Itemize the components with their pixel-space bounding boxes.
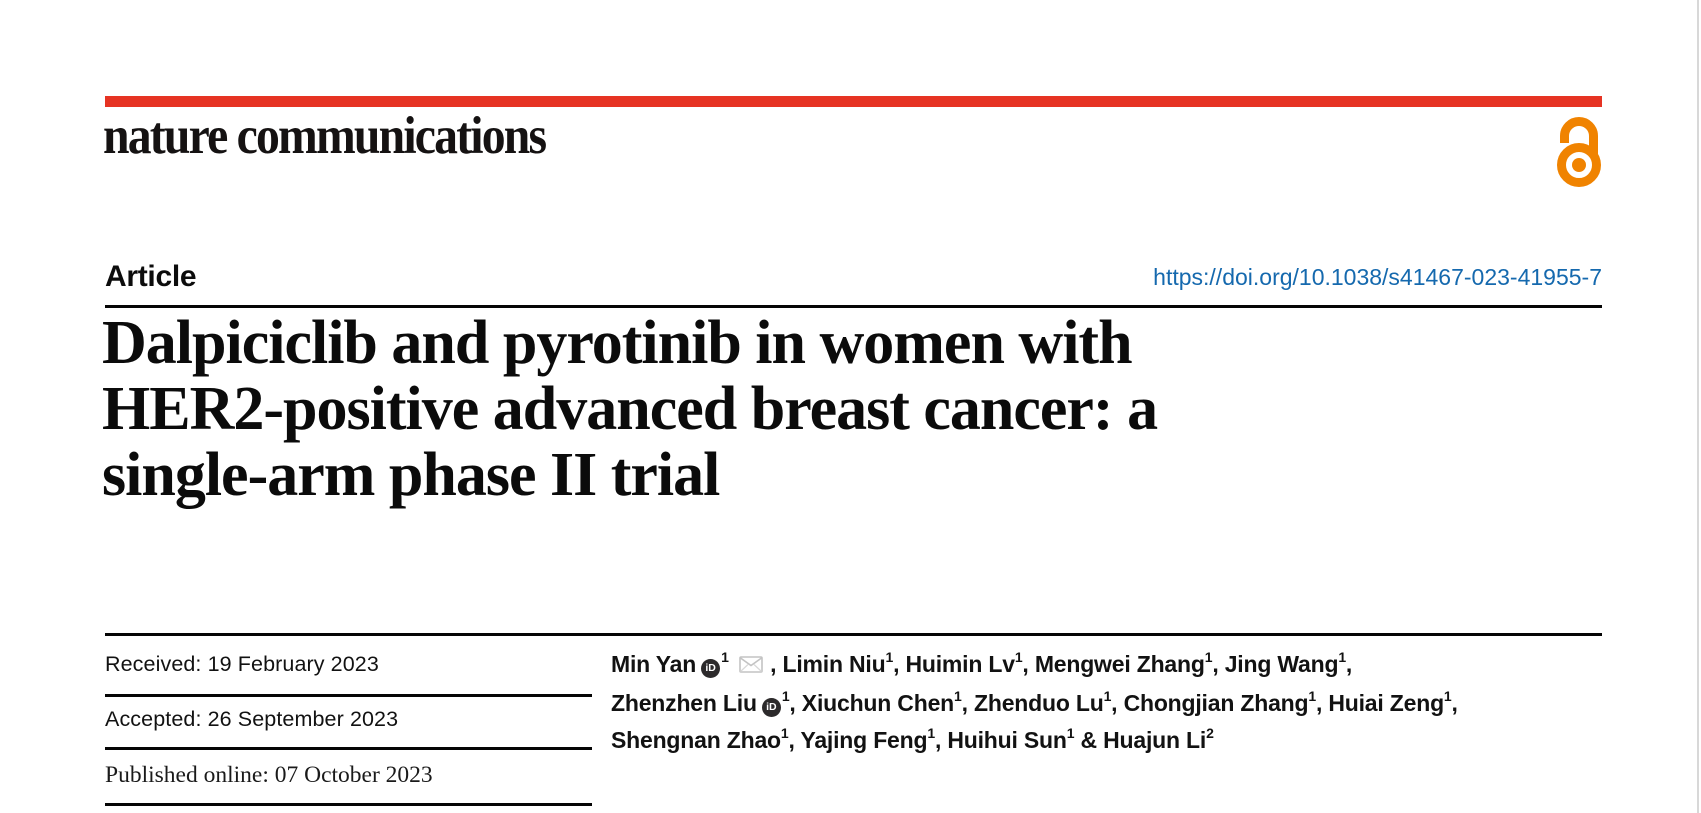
author-name: Xiuchun Chen [801, 689, 955, 716]
author-name: Huimin Lv [905, 651, 1015, 677]
email-icon[interactable] [739, 647, 763, 685]
affiliation-superscript: 1 [1014, 649, 1023, 666]
author-name: Chongjian Zhang [1123, 689, 1309, 716]
author-name: Jing Wang [1224, 651, 1339, 677]
author-name: Zhenduo Lu [974, 689, 1104, 716]
affiliation-superscript: 1 [954, 687, 962, 704]
title-line-2: HER2-positive advanced breast cancer: a [102, 375, 1158, 443]
open-access-icon [1556, 112, 1602, 187]
received-date: Received: 19 February 2023 [105, 651, 379, 678]
author-separator: & [1074, 727, 1104, 753]
doi-link[interactable]: https://doi.org/10.1038/s41467-023-41955… [1153, 264, 1602, 290]
author-separator: , [1212, 651, 1225, 677]
received-value: 19 February 2023 [207, 652, 379, 676]
affiliation-superscript: 1 [1338, 649, 1346, 666]
affiliation-superscript: 1 [885, 649, 894, 666]
affiliation-superscript: 1 [927, 725, 935, 742]
author-separator: , [1111, 689, 1124, 716]
author-separator: , [893, 651, 906, 677]
author-name: Min Yan [611, 651, 697, 677]
author-name: Limin Niu [782, 651, 886, 677]
author-line: Min Yan iD1 , Limin Niu1, Huimin Lv1, Men… [611, 646, 1511, 685]
author-name: Huiai Zeng [1328, 689, 1444, 716]
title-line-3: single-arm phase II trial [102, 441, 720, 509]
affiliation-superscript: 1 [1204, 649, 1213, 666]
accepted-date: Accepted: 26 September 2023 [105, 706, 398, 733]
author-line: Shengnan Zhao1, Yajing Feng1, Huihui Sun… [611, 722, 1511, 760]
published-date: Published online: 07 October 2023 [105, 761, 433, 789]
author-separator: , [1345, 651, 1353, 677]
orcid-icon[interactable]: iD [701, 659, 721, 678]
affiliation-superscript: 1 [1103, 687, 1112, 704]
article-type-label: Article [105, 260, 197, 293]
author-separator: , [770, 651, 783, 677]
affiliation-superscript: 1 [780, 725, 789, 742]
header-divider [105, 305, 1602, 308]
author-separator: , [1451, 689, 1458, 716]
author-name: Yajing Feng [800, 727, 928, 753]
date-divider [105, 803, 592, 806]
title-line-1: Dalpiciclib and pyrotinib in women with [102, 309, 1133, 377]
accepted-label: Accepted: [105, 707, 202, 731]
author-name: Mengwei Zhang [1034, 651, 1205, 677]
author-separator: , [934, 727, 948, 753]
accepted-value: 26 September 2023 [207, 707, 399, 731]
author-separator: , [789, 689, 802, 716]
date-divider [105, 694, 592, 697]
author-name: Zhenzhen Liu [611, 689, 757, 716]
date-divider [105, 747, 592, 750]
author-separator: , [1022, 651, 1035, 677]
metadata-top-divider [105, 633, 1602, 636]
journal-logo: nature communications [103, 107, 547, 165]
orcid-icon[interactable]: iD [761, 697, 781, 717]
published-value: 07 October 2023 [274, 762, 433, 788]
received-label: Received: [105, 652, 202, 676]
author-separator: , [1315, 689, 1329, 716]
affiliation-superscript: 2 [1206, 725, 1214, 742]
author-name: Huihui Sun [947, 727, 1067, 753]
author-name: Huajun Li [1103, 727, 1207, 753]
affiliation-superscript: 1 [1066, 725, 1075, 742]
author-line: Zhenzhen Liu iD1, Xiuchun Chen1, Zhenduo … [611, 685, 1511, 723]
affiliation-superscript: 1 [781, 687, 790, 704]
page-edge-line [1697, 0, 1699, 813]
author-separator: , [788, 727, 801, 753]
author-name: Shengnan Zhao [611, 727, 781, 753]
author-list: Min Yan iD1 , Limin Niu1, Huimin Lv1, Men… [611, 646, 1511, 760]
affiliation-superscript: 1 [1443, 687, 1452, 704]
brand-red-bar [105, 96, 1602, 107]
author-separator: , [961, 689, 974, 716]
affiliation-superscript: 1 [1308, 687, 1316, 704]
article-title: Dalpiciclib and pyrotinib in women with … [102, 310, 1562, 508]
published-label: Published online: [105, 762, 269, 788]
affiliation-superscript: 1 [721, 649, 729, 666]
